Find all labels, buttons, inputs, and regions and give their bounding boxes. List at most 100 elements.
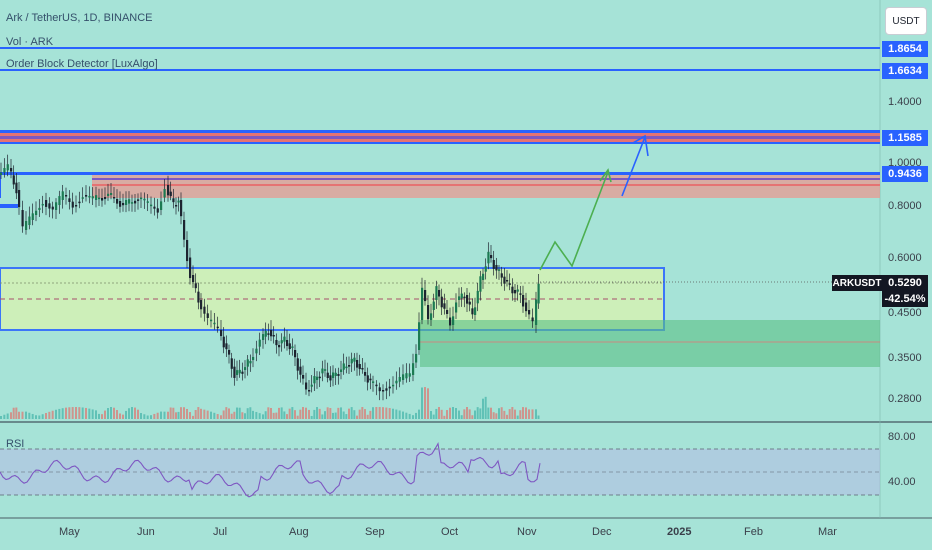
candle-body [492,260,495,269]
candle-body [316,376,319,380]
volume-bar [91,409,94,419]
volume-bar [531,409,534,419]
candle-body [463,296,466,299]
demand-zone [420,320,880,367]
candle-body [203,306,206,314]
volume-bar [326,407,329,419]
volume-bar [177,411,180,419]
candle-body [156,208,159,213]
volume-bar [249,407,252,419]
volume-bar [443,415,446,419]
volume-bar [48,411,51,419]
volume-bar [525,407,527,419]
projection-path-green [539,171,609,271]
candle-body [415,353,418,363]
candle-body [216,326,219,329]
candle-body [348,365,351,367]
volume-bar [116,410,118,419]
volume-bar [150,415,152,419]
candle-body [438,290,441,297]
volume-bar [68,407,71,419]
candle-body [479,276,482,292]
candle-body [206,313,209,318]
candle-body [519,293,522,295]
candle-body [506,280,509,282]
price-tick: 0.8000 [888,200,922,212]
volume-bar [516,415,519,419]
candle-body [408,373,411,377]
candle-body [15,182,18,194]
volume-bar [440,409,443,419]
candle-body [366,375,369,383]
volume-bar [131,407,133,419]
candle-body [241,371,244,374]
price-tag-2: 1.6634 [882,63,928,79]
volume-bar [55,409,57,419]
candle-body [175,205,178,207]
candle-body [163,188,166,198]
candle-body [236,370,239,375]
price-tick: 0.6000 [888,252,922,264]
candle-body [288,343,291,350]
volume-bar [264,411,267,419]
volume-bar [474,410,476,419]
volume-bar [78,407,81,419]
volume-bar [143,414,146,419]
candle-body [264,330,267,337]
volume-bar [468,409,471,419]
volume-bar [95,410,97,419]
volume-bar [71,407,74,419]
candle-body [511,286,514,294]
volume-bar [230,413,233,419]
volume-bar [125,410,127,419]
candle-body [375,384,378,387]
volume-bar [104,410,106,419]
volume-bar [535,409,537,419]
candle-body [119,201,122,207]
candle-body [398,376,401,382]
candle-body [329,375,332,381]
currency-button[interactable]: USDT [885,7,927,35]
candle-body [402,374,405,380]
candle-body [233,366,236,378]
candle-body [160,201,163,210]
candle-body [10,168,13,172]
volume-bar [364,409,366,419]
price-tick: 1.4000 [888,96,922,108]
candle-body [321,368,324,374]
volume-bar [75,407,77,419]
volume-bar [503,410,506,419]
indicator-label: Order Block Detector [LuxAlgo] [6,58,158,70]
volume-bar [308,409,310,419]
candle-body [150,204,153,207]
time-tick: Dec [592,526,612,538]
volume-bar [342,411,345,419]
volume-bar [252,410,254,419]
volume-bar [270,407,272,419]
volume-bar [12,407,15,419]
volume-bar [21,411,24,419]
time-tick: May [59,526,80,538]
candle-body [48,203,51,209]
volume-bar [418,409,420,419]
volume-bar [45,412,47,419]
symbol-tag: ARKUSDT [832,275,882,291]
candle-body [55,202,58,210]
candle-body [364,372,367,376]
candle-body [278,345,281,348]
candle-body [392,384,395,387]
candle-body [177,200,180,203]
candle-body [440,296,443,308]
volume-bar [369,410,372,419]
volume-bar [203,409,206,419]
candle-body [286,340,289,347]
candle-body [500,273,503,278]
candle-body [180,200,183,217]
volume-bar [197,407,200,419]
volume-bar [283,411,286,419]
volume-bar [194,410,197,419]
volume-bar [134,407,136,419]
volume-bar [153,413,156,419]
volume-bar [511,407,514,419]
